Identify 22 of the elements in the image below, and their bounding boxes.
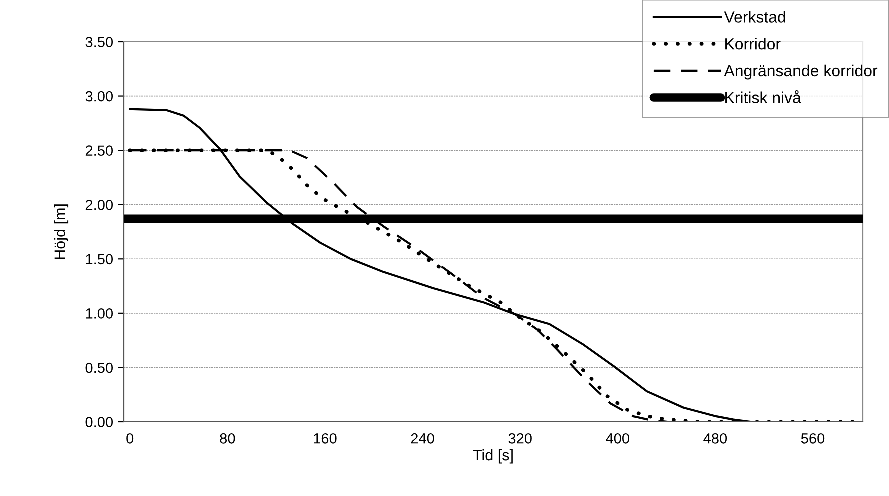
x-tick-label: 400 <box>606 433 630 444</box>
x-tick-label: 320 <box>508 433 532 444</box>
y-tick-label: 3.00 <box>86 91 114 102</box>
y-tick-label: 3.50 <box>86 37 114 48</box>
y-axis-title: Höjd [m] <box>54 204 69 260</box>
y-tick-label: 0.50 <box>86 362 114 374</box>
y-tick-label: 1.00 <box>86 308 114 319</box>
y-tick-label: 1.50 <box>86 254 114 265</box>
legend-label: Korridor <box>726 38 781 50</box>
x-tick-label: 240 <box>411 433 434 444</box>
x-tick-label: 480 <box>704 433 728 444</box>
x-axis-title: Tid [s] <box>473 449 513 464</box>
x-tick-label: 80 <box>220 433 236 444</box>
x-tick-label: 160 <box>314 433 337 444</box>
legend-label: Angränsande korridor <box>724 64 878 80</box>
legend-label: Kritisk nivå <box>726 90 802 104</box>
y-tick-label: 0.00 <box>86 417 114 428</box>
x-tick-label: 0 <box>126 433 134 444</box>
y-tick-label: 2.50 <box>86 146 114 156</box>
legend-label: Verkstad <box>724 11 786 23</box>
y-tick-label: 2.00 <box>86 200 114 210</box>
x-tick-label: 560 <box>801 433 825 444</box>
